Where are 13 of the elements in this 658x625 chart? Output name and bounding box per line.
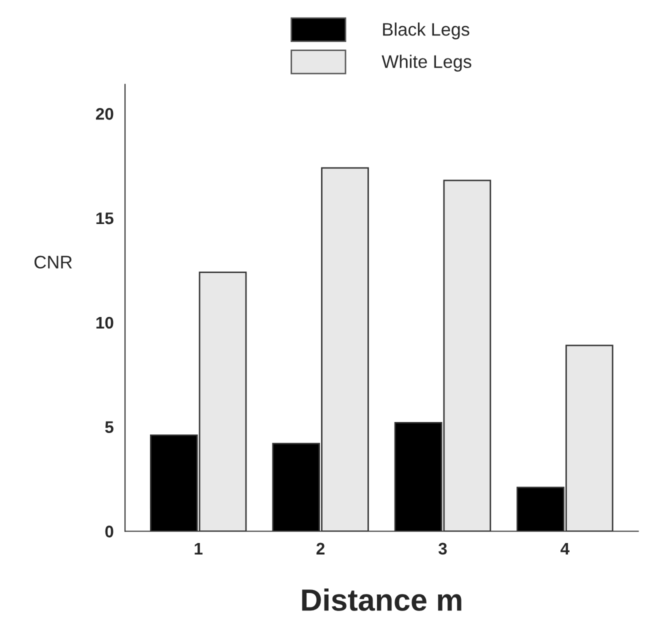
legend-label: Black Legs xyxy=(383,22,470,40)
y-axis-title: CNR xyxy=(34,256,72,268)
y-tick-label: 0 xyxy=(105,526,114,538)
x-tick-label: 1 xyxy=(194,542,203,554)
y-tick-label: 20 xyxy=(96,108,114,120)
y-tick-label: 5 xyxy=(105,421,114,434)
x-axis-title: Distance m xyxy=(302,588,462,611)
legend-label: White Legs xyxy=(382,54,472,72)
x-tick-label: 3 xyxy=(438,542,447,555)
y-tick-label: 10 xyxy=(96,316,114,329)
y-tick-label: 15 xyxy=(96,212,114,224)
x-tick-label: 4 xyxy=(560,542,570,554)
x-tick-label: 2 xyxy=(316,542,325,554)
